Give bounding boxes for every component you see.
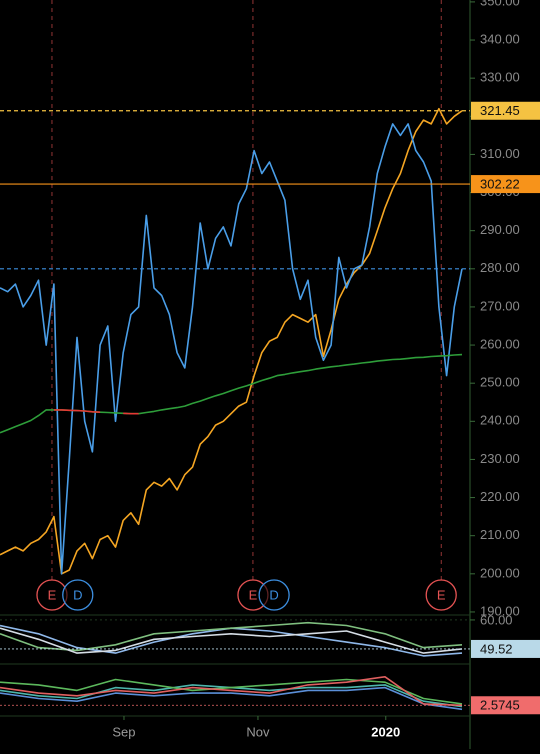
y-tick-label: 60.00 (480, 612, 513, 627)
event-label: D (73, 587, 82, 602)
y-tick-label: 270.00 (480, 298, 520, 313)
event-label: D (269, 587, 278, 602)
series-line (0, 627, 463, 654)
event-marker (425, 579, 457, 611)
price-label-box (471, 101, 540, 120)
y-tick-label: 350.00 (480, 0, 520, 8)
value-label-box (471, 696, 540, 715)
event-label: E (48, 587, 57, 602)
y-tick-label: 230.00 (480, 451, 520, 466)
x-tick-label: 2020 (371, 724, 400, 739)
event-marker (258, 579, 290, 611)
x-tick-label: Nov (246, 724, 270, 739)
series-line (0, 676, 463, 707)
series-line (0, 621, 463, 652)
event-label: E (437, 587, 446, 602)
y-tick-label: 260.00 (480, 336, 520, 351)
price-label: 302.22 (480, 177, 520, 192)
y-tick-label: 340.00 (480, 31, 520, 46)
x-tick-label: Sep (112, 724, 135, 739)
value-label: 49.52 (480, 641, 513, 656)
y-tick-label: 290.00 (480, 222, 520, 237)
series-line (0, 686, 463, 711)
series-line (53, 409, 139, 415)
price-label: 321.45 (480, 103, 520, 118)
price-label-box (471, 175, 540, 194)
event-marker (62, 579, 94, 611)
value-label-box (471, 639, 540, 658)
y-tick-label: 190.00 (480, 603, 520, 618)
y-tick-label: 200.00 (480, 565, 520, 580)
series-line (0, 678, 463, 705)
y-tick-label: 250.00 (480, 375, 520, 390)
y-tick-label: 220.00 (480, 489, 520, 504)
y-tick-label: 330.00 (480, 70, 520, 85)
event-label: E (249, 587, 258, 602)
series-line (0, 123, 463, 575)
y-tick-label: 280.00 (480, 260, 520, 275)
y-tick-label: 240.00 (480, 413, 520, 428)
y-tick-label: 310.00 (480, 146, 520, 161)
y-tick-label: 210.00 (480, 527, 520, 542)
series-line (0, 107, 463, 575)
value-label: 2.5745 (480, 698, 520, 713)
